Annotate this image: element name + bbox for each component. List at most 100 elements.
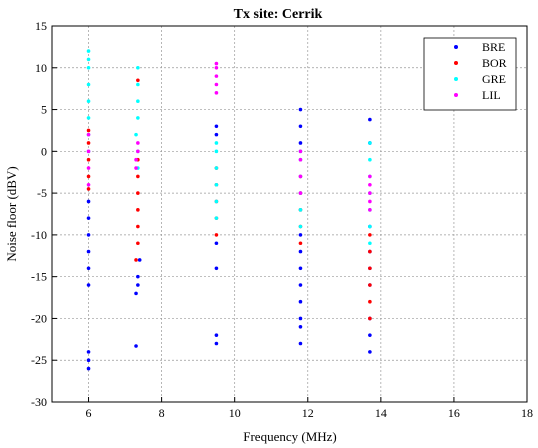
y-tick-label: -10 [31,228,47,242]
data-point [368,191,372,195]
data-points [86,49,372,371]
x-tick-label: 10 [229,406,241,420]
data-point [214,61,219,66]
data-point [136,65,140,70]
data-point [368,350,372,354]
data-point [86,166,91,170]
data-point [298,149,303,154]
data-point [368,174,372,179]
data-point [368,283,372,287]
data-point [136,78,140,83]
axis-ticks: 6 8 10 12 14 16 18 -30 -25 -20 -15 -10 -5 0 5 10 15 [31,19,533,420]
y-tick-label: 5 [41,103,47,117]
data-point [298,124,303,129]
x-tick-label: 12 [302,406,314,420]
data-point [368,316,372,321]
data-point [136,149,140,154]
x-tick-label: 14 [375,406,387,420]
legend-label: GRE [482,72,506,86]
data-point [298,325,303,329]
data-point [86,249,91,254]
data-point [136,99,140,103]
data-point [86,233,91,237]
legend-marker-bre [454,45,458,49]
data-point [214,166,219,170]
data-point [214,124,219,129]
chart-title: Tx site: Cerrik [234,7,323,22]
data-point [368,157,372,162]
y-tick-label: 0 [41,144,47,158]
data-point [134,157,138,162]
data-point [368,266,372,271]
x-tick-label: 18 [521,406,533,420]
plot-area-frame [51,25,528,403]
data-point [86,182,91,187]
data-point [298,224,303,229]
series-lil [86,61,372,212]
data-point [214,82,219,87]
y-tick-label: -25 [31,353,47,367]
data-point [368,199,372,204]
data-point [298,107,303,112]
data-point [214,241,219,246]
data-point [136,191,140,195]
legend-label: BRE [482,40,505,54]
data-point [298,316,303,321]
data-point [136,241,140,246]
data-point [136,141,140,145]
data-point [134,344,138,348]
data-point [86,65,91,70]
data-point [214,74,219,78]
data-point [136,224,140,229]
data-point [368,249,372,254]
data-point [86,49,91,53]
data-point [298,341,303,346]
data-point [86,283,91,287]
y-tick-label: -5 [37,186,47,200]
data-point [298,283,303,287]
legend-label: BOR [482,56,507,70]
data-point [134,291,138,296]
data-point [137,258,142,262]
data-point [86,358,91,363]
data-point [214,233,219,237]
data-point [298,266,303,271]
data-point [136,174,140,179]
data-point [136,116,140,120]
x-tick-label: 6 [86,406,92,420]
data-point [86,366,91,371]
data-point [86,99,91,103]
legend-marker-lil [454,93,458,97]
data-point [86,187,91,191]
data-point [134,132,138,137]
y-axis-label: Noise floor (dBV) [4,166,19,261]
data-point [298,233,303,237]
data-point [298,174,303,179]
data-point [368,117,372,122]
legend-marker-gre [454,77,458,81]
y-tick-label: -15 [31,270,47,284]
data-point [298,157,303,162]
data-point [298,141,303,145]
series-bre [86,107,372,371]
legend: BRE BOR GRE LIL [423,37,517,111]
data-point [368,182,372,187]
data-point [298,208,303,212]
data-point [86,216,91,220]
grid-lines [52,26,527,402]
x-tick-label: 8 [159,406,165,420]
y-tick-label: 15 [35,19,47,33]
legend-marker-bor [454,61,458,65]
x-axis-label: Frequency (MHz) [243,429,337,444]
data-point [134,258,138,262]
data-point [298,241,303,246]
x-tick-label: 16 [448,406,460,420]
data-point [368,224,372,229]
data-point [86,82,91,87]
data-point [86,132,91,137]
data-point [136,274,140,279]
data-point [214,199,219,204]
data-point [214,91,219,95]
data-point [86,149,91,154]
